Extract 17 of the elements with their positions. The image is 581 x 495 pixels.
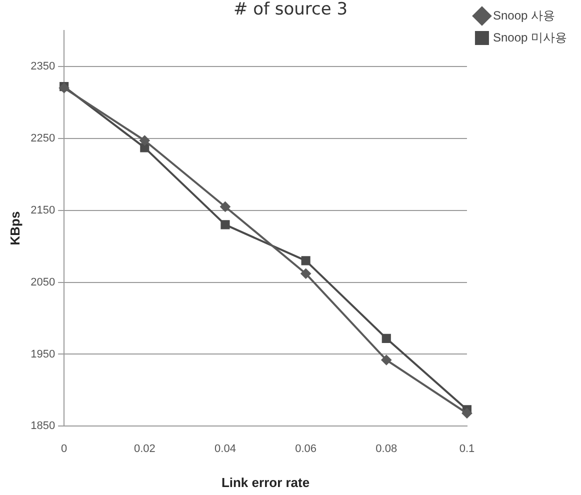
chart-title: # of source 3 — [233, 0, 348, 20]
y-tick-label: 2350 — [30, 60, 56, 72]
legend-label: Snoop 사용 — [492, 8, 556, 22]
x-tick-label: 0 — [61, 442, 68, 455]
x-tick-label: 0.04 — [214, 442, 236, 455]
x-tick-label: 0.08 — [376, 442, 398, 455]
y-tick-label: 2250 — [30, 132, 56, 144]
y-tick-label: 1850 — [30, 420, 56, 432]
y-tick-label: 2050 — [30, 276, 56, 288]
x-tick-label: 0.02 — [134, 442, 156, 455]
y-tick-label: 2150 — [30, 204, 56, 216]
x-tick-label: 0.06 — [295, 442, 317, 455]
y-axis-title: KBps — [7, 211, 22, 246]
legend-label: Snoop 미사용 — [492, 30, 568, 44]
x-axis-title: Link error rate — [221, 474, 310, 490]
x-tick-label: 0.1 — [459, 442, 475, 455]
y-tick-label: 1950 — [30, 348, 56, 360]
